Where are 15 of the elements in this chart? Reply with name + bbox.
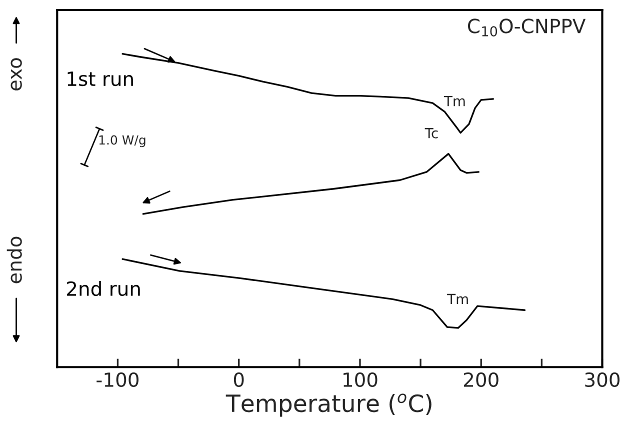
- annotation: Tm: [447, 294, 468, 304]
- x-tick-label: 100: [344, 372, 378, 388]
- x-tick-label: 300: [585, 372, 620, 388]
- x-axis-title: Temperature ($^{o}$C): [226, 394, 432, 417]
- series-label: 1st run: [68, 72, 133, 86]
- series-label: 2nd run: [67, 280, 140, 296]
- text: endo: [6, 236, 22, 284]
- annotation: Tc: [424, 128, 438, 138]
- x-tick-label: 0: [234, 372, 244, 388]
- text: exo: [10, 58, 22, 90]
- x-tick-label: 200: [464, 372, 498, 388]
- chart-title: C$_{10}$O-CNPPV: [468, 18, 586, 36]
- annotation: Tm: [444, 96, 465, 106]
- x-tick-label: -100: [96, 372, 138, 388]
- annotation: 1.0 W/g: [99, 135, 146, 148]
